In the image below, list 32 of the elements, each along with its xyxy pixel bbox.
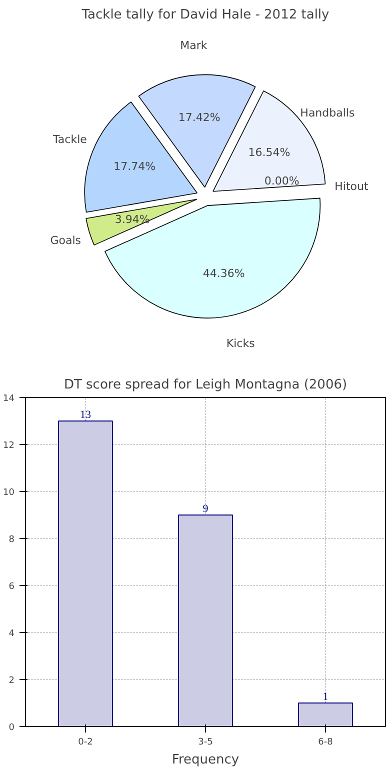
slice-label: Goals <box>50 234 82 248</box>
data-label: 16.54% <box>248 146 290 160</box>
x-tick-label: 6-8 <box>318 738 334 748</box>
category-label: Hitout <box>334 180 368 194</box>
data-label: 13 <box>80 409 92 421</box>
y-tick-label: 4 <box>8 629 15 639</box>
slice-label: Handballs <box>300 106 355 120</box>
data-label: 3.94% <box>114 213 150 226</box>
chart-title: Tackle tally for David Hale - 2012 tally <box>80 8 330 22</box>
y-tick-label: 6 <box>8 582 15 592</box>
chart-title: DT score spread for Leigh Montagna (2006) <box>64 378 348 392</box>
y-tick-label: 2 <box>8 676 15 686</box>
data-label: 1 <box>322 691 328 703</box>
text: 0.00% <box>264 174 300 188</box>
data-label: 17.42% <box>178 111 220 124</box>
slice-label: Tackle <box>52 133 88 146</box>
slice-label: Kicks <box>226 337 256 350</box>
bar <box>58 420 113 726</box>
y-tick-label: 10 <box>3 488 15 498</box>
y-tick-label: 14 <box>3 394 15 404</box>
slice-label: Mark <box>180 38 208 52</box>
bar <box>298 702 353 726</box>
bar <box>178 514 233 726</box>
data-label: 44.36% <box>202 266 245 280</box>
data-label: 17.74% <box>114 160 156 174</box>
data-label: 9 <box>202 503 209 515</box>
y-tick-label: 12 <box>3 441 14 451</box>
x-tick-label: 3-5 <box>198 738 213 748</box>
y-tick-label: 8 <box>8 535 15 545</box>
x-tick-label: 0-2 <box>78 738 93 748</box>
y-tick-label: 0 <box>8 723 15 733</box>
x-axis-title: Frequency <box>172 752 240 768</box>
